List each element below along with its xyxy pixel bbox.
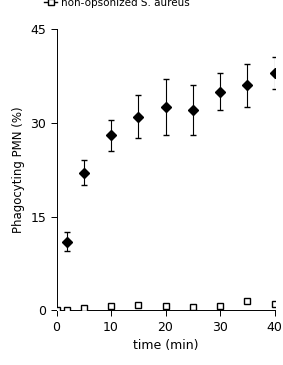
Legend: non-opsonized S. aureus: non-opsonized S. aureus: [44, 0, 190, 8]
Y-axis label: Phagocyting PMN (%): Phagocyting PMN (%): [12, 107, 25, 233]
X-axis label: time (min): time (min): [133, 339, 198, 352]
